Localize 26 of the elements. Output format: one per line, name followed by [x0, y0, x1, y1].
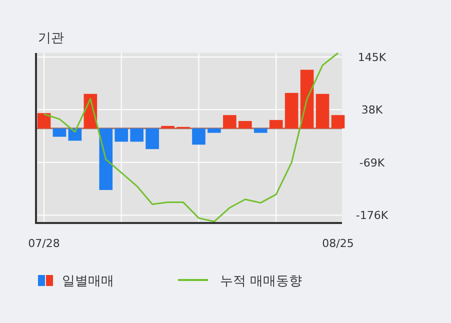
bar — [130, 128, 144, 142]
bar — [146, 128, 159, 150]
bar — [331, 115, 345, 128]
bar — [99, 128, 113, 190]
bar — [161, 126, 174, 128]
x-tick-label: 08/25 — [322, 237, 354, 250]
bar — [192, 128, 206, 145]
bar — [269, 120, 283, 128]
y-tick-label: 38K — [361, 104, 384, 117]
bar — [52, 128, 66, 137]
bar — [316, 94, 330, 128]
legend-label: 누적 매매동향 — [220, 274, 302, 289]
bar — [37, 113, 51, 128]
y-tick-label: 145K — [358, 50, 387, 64]
y-tick-label: -69K — [359, 156, 386, 170]
line-series — [43, 52, 339, 222]
legend-label: 일별매매 — [62, 274, 114, 289]
bar — [284, 92, 298, 128]
x-tick-label: 07/28 — [28, 237, 60, 250]
bar — [208, 128, 221, 133]
bar — [223, 115, 236, 128]
bar — [114, 128, 128, 142]
bar — [254, 128, 268, 133]
bar — [238, 121, 252, 128]
chart-title: 기관 — [38, 31, 64, 46]
y-tick-label: -176K — [356, 209, 389, 222]
